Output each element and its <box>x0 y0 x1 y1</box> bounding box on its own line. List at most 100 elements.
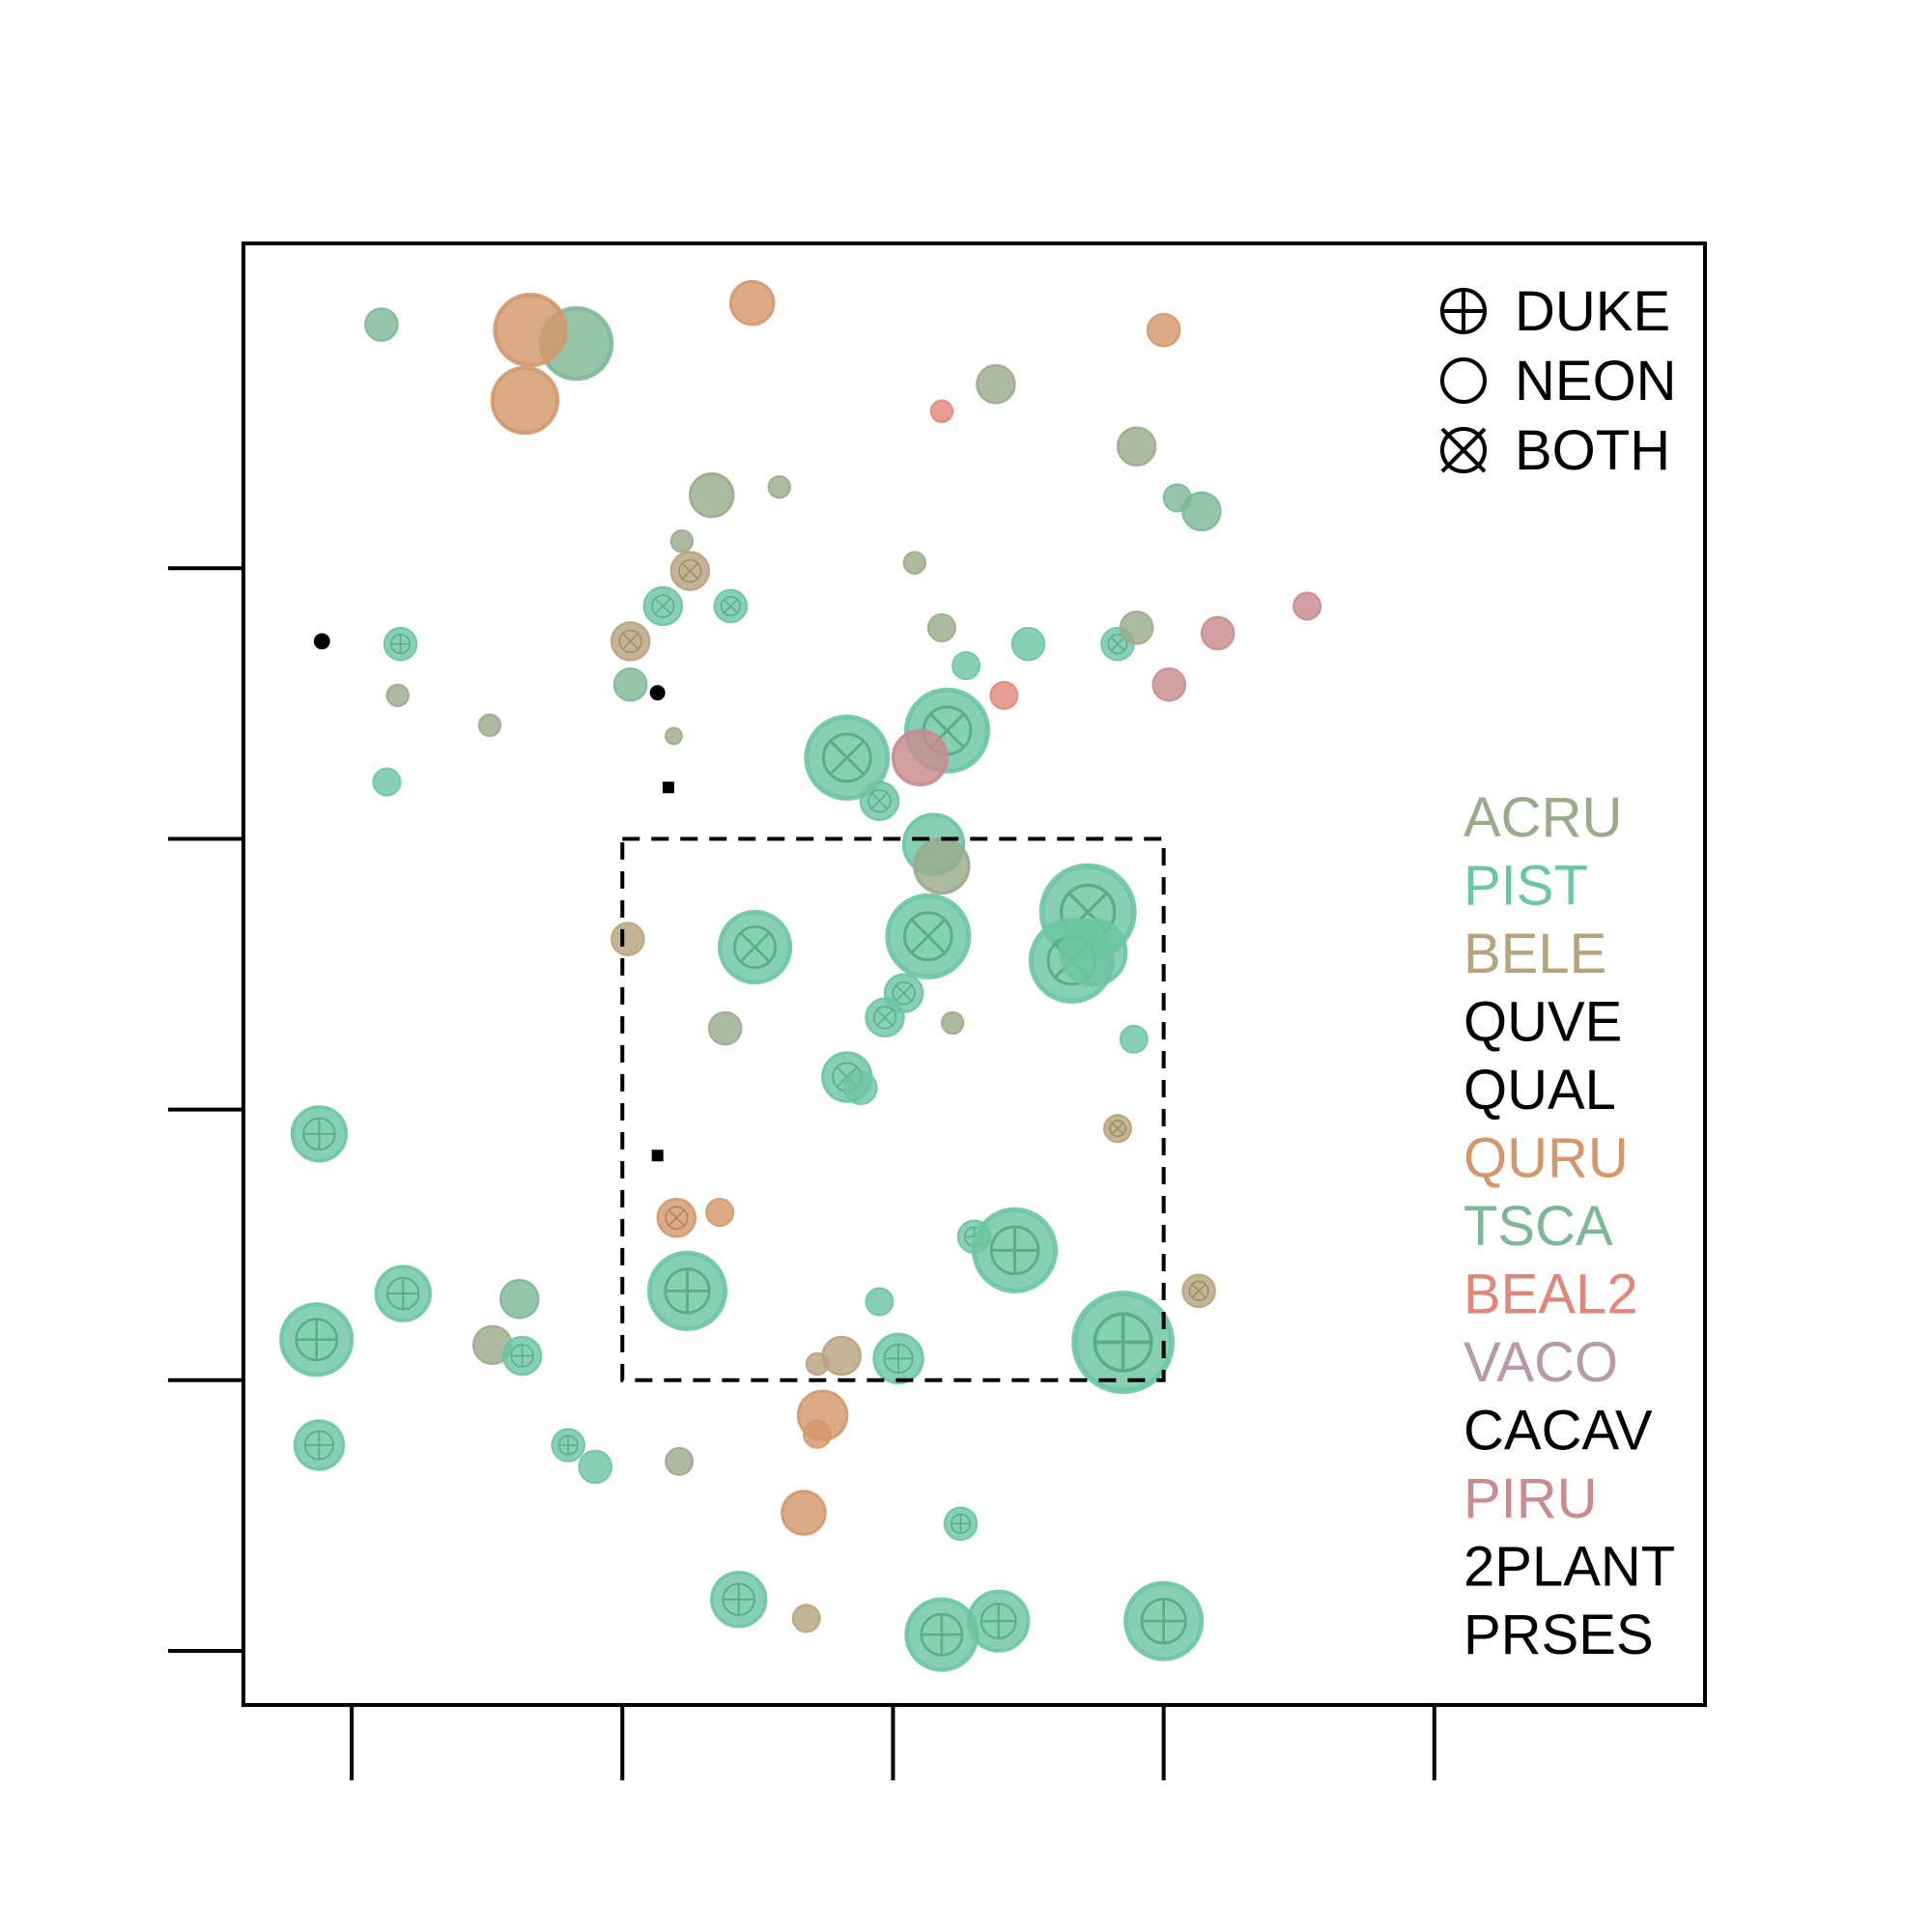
data-point <box>1123 1580 1205 1662</box>
point-marker <box>372 767 402 797</box>
data-point <box>611 922 645 956</box>
data-point <box>651 1150 664 1162</box>
data-point <box>804 714 891 801</box>
point-ring <box>665 1206 689 1230</box>
source-legend: DUKE NEON BOTH <box>1440 280 1677 482</box>
data-point <box>767 474 791 499</box>
plot-frame <box>242 242 1707 1707</box>
point-marker <box>669 528 695 554</box>
data-point <box>940 1010 965 1036</box>
source-legend-item: BOTH <box>1440 419 1670 482</box>
point-marker <box>612 667 648 702</box>
point-cross-b <box>622 633 639 650</box>
point-marker <box>952 651 981 681</box>
point-ring <box>872 1006 897 1030</box>
data-point <box>1010 626 1046 662</box>
species-legend-label: QURU <box>1463 1127 1629 1190</box>
point-ring <box>618 629 642 653</box>
data-point <box>865 1287 895 1317</box>
data-point <box>477 713 502 737</box>
point-marker <box>805 1351 830 1377</box>
data-point <box>669 528 695 554</box>
data-point <box>1181 1273 1216 1309</box>
points-layer <box>279 279 1322 1672</box>
point-marker <box>791 1604 821 1634</box>
point-marker <box>477 713 502 737</box>
point-marker <box>913 837 971 895</box>
data-point <box>313 633 330 650</box>
point-ring <box>1107 634 1128 655</box>
data-point <box>1200 615 1236 651</box>
point-marker <box>926 612 956 642</box>
data-point <box>913 837 971 895</box>
data-point <box>929 399 954 423</box>
data-point <box>1071 1291 1176 1395</box>
data-point <box>926 612 956 642</box>
point-marker <box>767 474 791 499</box>
point-cross-b <box>870 792 889 810</box>
data-point <box>1102 1114 1133 1144</box>
data-point <box>490 365 560 436</box>
point-ring <box>651 594 675 618</box>
highlight-box <box>620 837 1166 1382</box>
point-ring <box>733 925 777 969</box>
data-point <box>902 551 927 575</box>
point-ring <box>678 558 702 583</box>
point-marker <box>1119 611 1154 645</box>
point-marker <box>705 1198 735 1228</box>
data-point <box>1146 312 1181 348</box>
data-point <box>805 1351 830 1377</box>
point-marker <box>498 1278 540 1320</box>
legend-cross-b <box>1440 427 1487 473</box>
point-marker <box>364 307 399 342</box>
point-ring <box>720 595 741 616</box>
point-marker <box>843 1070 878 1105</box>
highlight-box-layer <box>620 837 1166 1382</box>
data-point <box>843 1070 878 1105</box>
data-point <box>1151 667 1187 702</box>
point-ring <box>821 732 872 783</box>
data-point <box>1119 611 1154 645</box>
data-point <box>665 1446 695 1476</box>
data-point <box>290 1105 349 1163</box>
species-legend-label: QUVE <box>1463 991 1622 1054</box>
data-point <box>665 726 683 746</box>
data-point <box>385 683 410 708</box>
source-legend-label: DUKE <box>1515 280 1670 343</box>
point-marker <box>649 685 666 701</box>
data-point <box>646 1250 728 1331</box>
data-point <box>501 1335 543 1377</box>
data-point <box>821 1335 862 1377</box>
point-marker <box>1119 1024 1149 1054</box>
species-legend-label: BEAL2 <box>1463 1264 1638 1326</box>
point-cross-b <box>910 919 947 954</box>
species-legend: ACRUPISTBELEQUVEQUALQURUTSCABEAL2VACOCAC… <box>1463 786 1675 1666</box>
data-point <box>498 1278 540 1320</box>
point-ring <box>867 789 892 813</box>
data-point <box>791 1604 821 1634</box>
species-legend-label: TSCA <box>1463 1195 1613 1258</box>
point-ring <box>1109 1120 1126 1138</box>
point-marker <box>578 1449 613 1485</box>
data-point <box>493 293 568 368</box>
data-point <box>885 893 972 980</box>
point-marker <box>976 363 1016 405</box>
source-legend-label: NEON <box>1515 350 1677 412</box>
data-point <box>1181 491 1222 532</box>
data-point <box>943 1506 979 1542</box>
point-marker <box>611 922 645 956</box>
data-point <box>1059 918 1128 987</box>
point-marker <box>688 471 735 519</box>
data-point <box>293 1419 346 1471</box>
point-marker <box>1116 426 1157 467</box>
data-point <box>705 1198 735 1228</box>
point-cross-b <box>876 1009 894 1026</box>
point-cross-b <box>681 562 698 580</box>
point-marker <box>865 1287 895 1317</box>
data-point <box>551 1428 586 1463</box>
species-legend-label: CACAV <box>1463 1400 1653 1463</box>
data-point <box>279 1302 355 1378</box>
legend-both-icon <box>1440 427 1487 473</box>
data-point <box>891 728 950 787</box>
